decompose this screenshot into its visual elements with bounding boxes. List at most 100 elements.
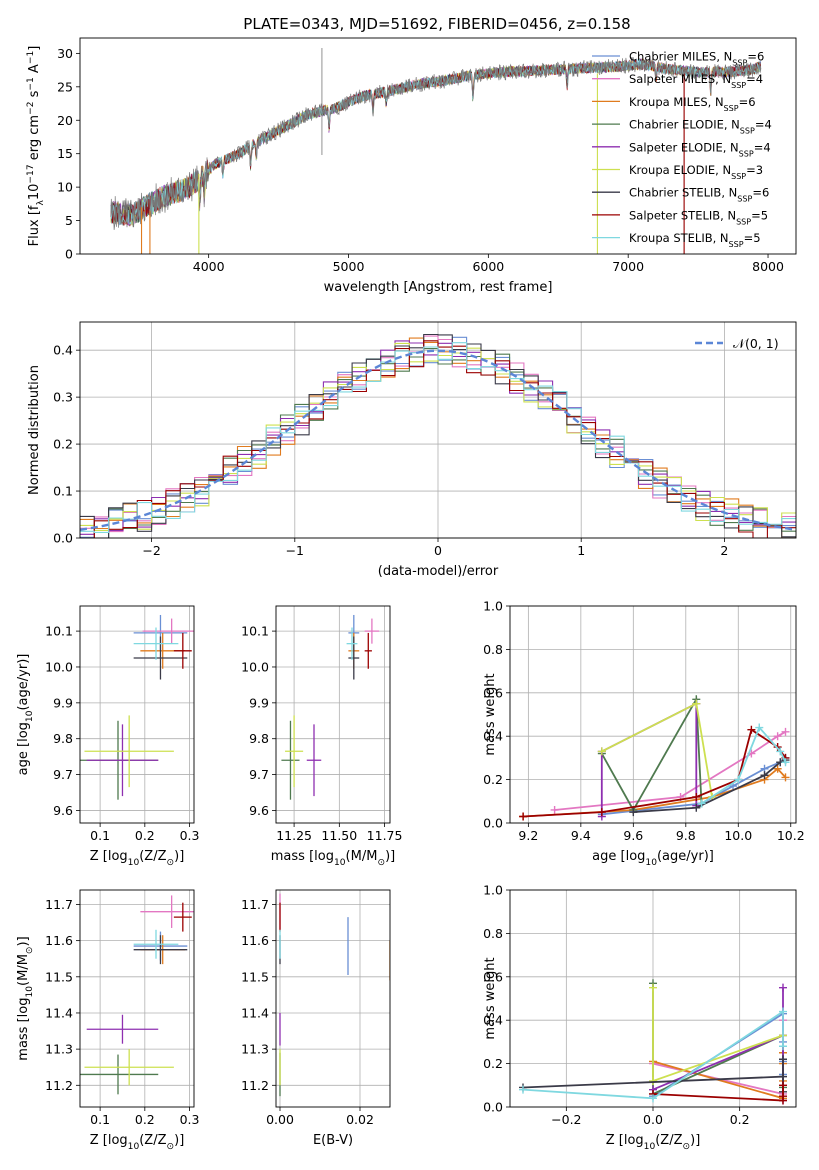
label-part: λ (36, 200, 46, 206)
legend-label: Chabrier MILES, NSSP=6 (629, 50, 764, 68)
legend-label: Chabrier ELODIE, NSSP=4 (629, 118, 772, 136)
label-part: Kroupa MILES, N (629, 95, 724, 109)
mass-weight-line (522, 1009, 784, 1100)
x-axis-label: Z [log10(Z/Z⊙)] (90, 849, 185, 868)
y-tick-label: 20 (57, 113, 73, 128)
marker-plus (692, 803, 701, 812)
label-part: erg cm (27, 115, 42, 164)
y-tick-label: 0.0 (483, 816, 503, 831)
legend-label: Kroupa STELIB, NSSP=5 (629, 231, 761, 249)
axes-mass_vs_EBV: 0.00 0.02 11.2 11.3 11.4 11.5 11.6 11.7 E(B-V) (241, 889, 391, 1148)
y-axis-label: age [log10(age/yr)] (16, 654, 35, 776)
y-tick-label: 11.5 (241, 969, 269, 984)
histogram-step (80, 333, 796, 538)
y-tick-label: 9.6 (249, 803, 269, 818)
label-part: 10 (25, 986, 35, 998)
y-tick-label: 0.2 (483, 1056, 503, 1071)
y-tick-label: 10 (57, 180, 73, 195)
label-part: (M/M (346, 849, 378, 864)
label-part: −1 (26, 77, 36, 90)
x-tick-label: −1 (286, 543, 304, 558)
y-tick-label: 30 (57, 46, 73, 61)
plot-area (80, 614, 194, 800)
plot-area (281, 614, 380, 800)
y-tick-label: 0.2 (483, 772, 503, 787)
marker-plus (597, 808, 606, 817)
plot-area (279, 893, 390, 1097)
x-tick-label: 7000 (612, 259, 644, 274)
x-axis-label: wavelength [Angstrom, rest frame] (324, 280, 553, 295)
marker-plus (692, 792, 701, 801)
axes-massweight_vs_Z: −0.2 0.0 0.2 0.0 0.2 0.4 0.6 0.8 1.0 Z [log10(Z/Z… (483, 883, 797, 1152)
label-part: (age/yr)] (657, 849, 714, 864)
y-tick-label: 0.6 (483, 969, 503, 984)
y-tick-label: 11.6 (241, 933, 269, 948)
marker-plus (649, 1076, 657, 1085)
label-part: ] (27, 46, 42, 51)
label-part: SSP (736, 217, 751, 226)
label-part: s (27, 90, 42, 101)
y-axis-label: mass [log10(M/M⊙)] (16, 936, 35, 1060)
label-part: )] (16, 936, 31, 946)
histogram-step (80, 340, 796, 538)
x-tick-label: 2 (720, 543, 728, 558)
label-part: (age/yr)] (16, 654, 31, 711)
label-part: =4 (755, 118, 772, 132)
histogram-step (80, 342, 796, 533)
y-tick-label: 0.3 (53, 390, 73, 405)
y-tick-label: 0.0 (53, 531, 73, 546)
y-tick-label: 0.4 (483, 1013, 503, 1028)
label-part: )] (174, 849, 184, 864)
label-part: SSP (739, 149, 754, 158)
mass-weight-line (601, 696, 703, 812)
y-axis-label: Normed distribution (27, 365, 42, 495)
axes-spectrum: 4000 5000 6000 7000 8000 0 5 10 15 20 25 30 waveleng… (26, 37, 797, 295)
label-part: Kroupa STELIB, N (629, 231, 729, 245)
label-part: (Z/Z (139, 849, 166, 864)
x-tick-label: 0.00 (266, 1112, 294, 1127)
legend-label: Kroupa MILES, NSSP=6 (629, 95, 756, 113)
y-tick-label: 10.1 (241, 624, 269, 639)
y-tick-label: 11.7 (241, 897, 269, 912)
label-part: ⊙ (683, 1142, 691, 1152)
x-tick-label: 9.2 (518, 828, 538, 843)
y-tick-label: 15 (57, 146, 73, 161)
x-tick-label: 9.6 (623, 828, 643, 843)
marker-plus (779, 1081, 787, 1090)
y-tick-label: 0.4 (483, 729, 503, 744)
label-part: Salpeter ELODIE, N (629, 140, 739, 154)
figure-title: PLATE=0343, MJD=51692, FIBERID=0456, z=0… (243, 15, 630, 33)
label-part: age [log (16, 722, 31, 775)
marker-plus (519, 812, 528, 821)
x-axis-label: Z [log10(Z/Z⊙)] (90, 1133, 185, 1152)
marker-plus (550, 805, 559, 814)
label-part: Chabrier STELIB, N (629, 186, 737, 200)
x-tick-label: 0.3 (180, 828, 200, 843)
axes-frame (79, 889, 195, 1108)
x-tick-label: 1 (577, 543, 585, 558)
x-tick-label: 0.2 (135, 828, 155, 843)
y-tick-label: 5 (65, 213, 73, 228)
x-tick-label: 0.2 (135, 1112, 155, 1127)
axes-massweight_vs_age: 9.2 9.4 9.6 9.8 10.0 10.2 0.0 0.2 0.4 0.6 0.8 1.0 ag… (483, 599, 805, 869)
y-tick-label: 11.5 (45, 969, 73, 984)
marker-plus (779, 1055, 787, 1064)
label-part: =5 (751, 208, 768, 222)
label-part: Chabrier MILES, N (629, 50, 732, 64)
x-tick-label: 0.0 (643, 1112, 663, 1127)
axes-frame (275, 605, 391, 824)
y-tick-label: 0.4 (53, 343, 73, 358)
label-part: SSP (737, 194, 752, 203)
y-tick-label: 0.0 (483, 1100, 503, 1115)
histogram-step (80, 335, 796, 533)
label-part: Z [log (606, 1133, 644, 1148)
x-tick-label: 10.0 (724, 828, 752, 843)
marker-plus (779, 1042, 787, 1051)
legend-label: Salpeter ELODIE, NSSP=4 (629, 140, 771, 158)
axes-frame (79, 321, 797, 539)
label-part: ⊙ (167, 1142, 175, 1152)
marker-plus (692, 699, 701, 708)
label-part: 10 (645, 858, 657, 868)
y-tick-label: 11.3 (241, 1042, 269, 1057)
